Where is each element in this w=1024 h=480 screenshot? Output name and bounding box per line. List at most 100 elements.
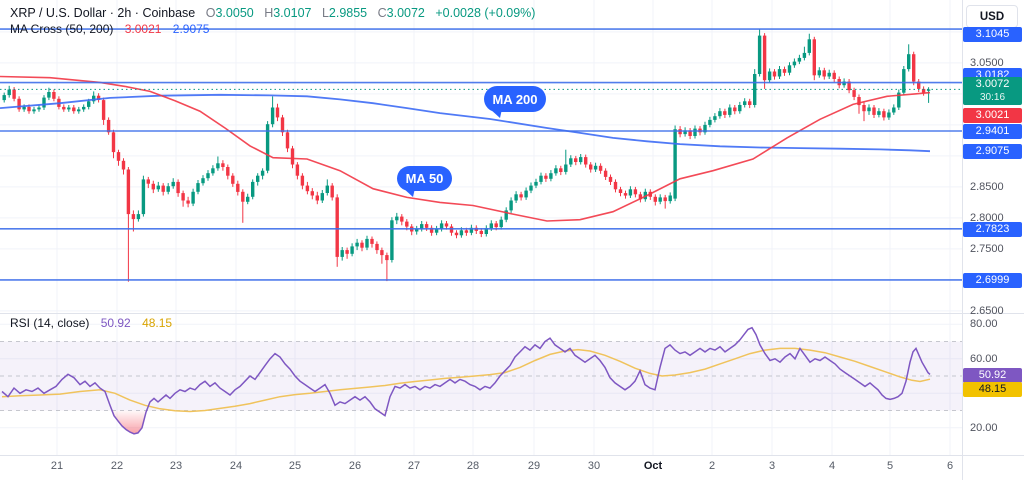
- candle-body: [77, 109, 81, 112]
- candle-body: [479, 230, 483, 234]
- candle-body: [315, 195, 319, 201]
- candle-body: [116, 152, 121, 161]
- rsi-indicator-name[interactable]: RSI (14, close): [10, 316, 90, 330]
- candle-body: [797, 57, 802, 62]
- candle-body: [767, 71, 772, 81]
- candle-body: [484, 228, 488, 234]
- candle-body: [549, 173, 553, 179]
- candle-body: [420, 224, 424, 230]
- candle-body: [32, 109, 36, 112]
- candle-body: [469, 227, 474, 233]
- time-label: 26: [348, 460, 362, 472]
- candle-body: [728, 107, 732, 115]
- candle-body: [206, 173, 210, 179]
- ma50-callout-label[interactable]: MA 50: [397, 166, 452, 197]
- candle-body: [241, 191, 245, 202]
- currency-toggle-button[interactable]: USD: [966, 5, 1018, 28]
- candle-body: [464, 230, 469, 233]
- candle-body: [96, 95, 101, 100]
- candle-body: [857, 97, 861, 106]
- candle-body: [817, 70, 821, 76]
- candle-body: [106, 119, 111, 133]
- symbol-legend-row[interactable]: XRP / U.S. Dollar · 2h · Coinbase O3.005…: [10, 6, 535, 20]
- ma-cross-indicator-name[interactable]: MA Cross (50, 200): [10, 22, 114, 36]
- rsi-axis-badge: 50.92: [963, 367, 1022, 383]
- ma50-line[interactable]: [0, 75, 931, 222]
- candle-body: [757, 35, 762, 74]
- rsi-axis-badge: 48.15: [963, 381, 1022, 397]
- candle-body: [121, 160, 126, 170]
- price-axis-badge: 2.9075: [963, 143, 1022, 159]
- candle-body: [688, 130, 692, 136]
- candle-body: [42, 97, 46, 108]
- candle-body: [633, 189, 638, 195]
- candle-body: [574, 158, 578, 162]
- candle-body: [330, 185, 334, 198]
- change-value: +0.0028 (+0.09%): [435, 6, 536, 20]
- candle-body: [887, 112, 891, 118]
- candle-body: [917, 81, 921, 89]
- candle-body: [300, 175, 305, 186]
- rsi-ma-line[interactable]: [1, 347, 931, 413]
- rsi-tick: 60.00: [970, 352, 998, 365]
- rsi-tick: 20.00: [970, 421, 998, 434]
- candle-body: [216, 163, 220, 169]
- candle-body: [733, 107, 737, 112]
- candle-body: [718, 111, 722, 117]
- candle-body: [181, 193, 185, 201]
- candle-body: [335, 197, 339, 257]
- time-label: 2: [708, 460, 716, 472]
- candle-body: [196, 183, 200, 192]
- time-label: 25: [288, 460, 302, 472]
- rsi-tick: 80.00: [970, 318, 998, 331]
- candle-body: [201, 178, 205, 184]
- ma200-callout-label[interactable]: MA 200: [484, 86, 546, 118]
- candle-body: [812, 39, 816, 76]
- candle-body: [593, 165, 598, 170]
- close-label: C: [377, 6, 387, 20]
- candle-body: [355, 242, 359, 247]
- high-label: H: [264, 6, 274, 20]
- rsi-line[interactable]: [1, 326, 931, 435]
- candle-body: [82, 106, 86, 110]
- candle-body: [390, 220, 394, 260]
- candle-body: [772, 71, 777, 77]
- candle-body: [603, 170, 608, 177]
- candle-body: [499, 219, 503, 228]
- candle-body: [897, 92, 901, 108]
- candle-body: [653, 196, 657, 202]
- candle-body: [832, 72, 836, 79]
- candle-body: [67, 107, 71, 110]
- candle-body: [524, 190, 528, 198]
- open-value: 3.0050: [215, 6, 254, 20]
- candle-body: [792, 61, 797, 66]
- candle-body: [221, 163, 225, 167]
- rsi-legend-row[interactable]: RSI (14, close) 50.92 48.15: [10, 316, 172, 330]
- symbol-title[interactable]: XRP / U.S. Dollar · 2h · Coinbase: [10, 6, 196, 20]
- price-tick: 3.0500: [970, 56, 1004, 69]
- time-label: 24: [229, 460, 243, 472]
- candle-body: [762, 35, 767, 81]
- candle-body: [246, 196, 250, 202]
- candle-body: [275, 107, 280, 118]
- candle-body: [638, 194, 643, 200]
- price-tick: 2.6500: [970, 304, 1004, 317]
- candle-body: [434, 229, 439, 233]
- currency-label: USD: [979, 10, 1005, 23]
- candle-body: [370, 238, 374, 244]
- ma200-line[interactable]: [0, 93, 931, 153]
- ma200-legend-value: 2.9075: [172, 22, 210, 36]
- candle-body: [504, 210, 508, 220]
- candle-body: [454, 232, 459, 236]
- price-axis-badge: 2.7823: [963, 221, 1022, 237]
- candle-body: [310, 191, 314, 196]
- time-label: 28: [466, 460, 480, 472]
- time-label: 23: [169, 460, 183, 472]
- ma-cross-legend-row[interactable]: MA Cross (50, 200) 3.0021 2.9075: [10, 22, 209, 36]
- candle-body: [608, 176, 613, 182]
- candle-body: [146, 179, 150, 184]
- time-label: 21: [50, 460, 64, 472]
- candle-body: [703, 124, 707, 133]
